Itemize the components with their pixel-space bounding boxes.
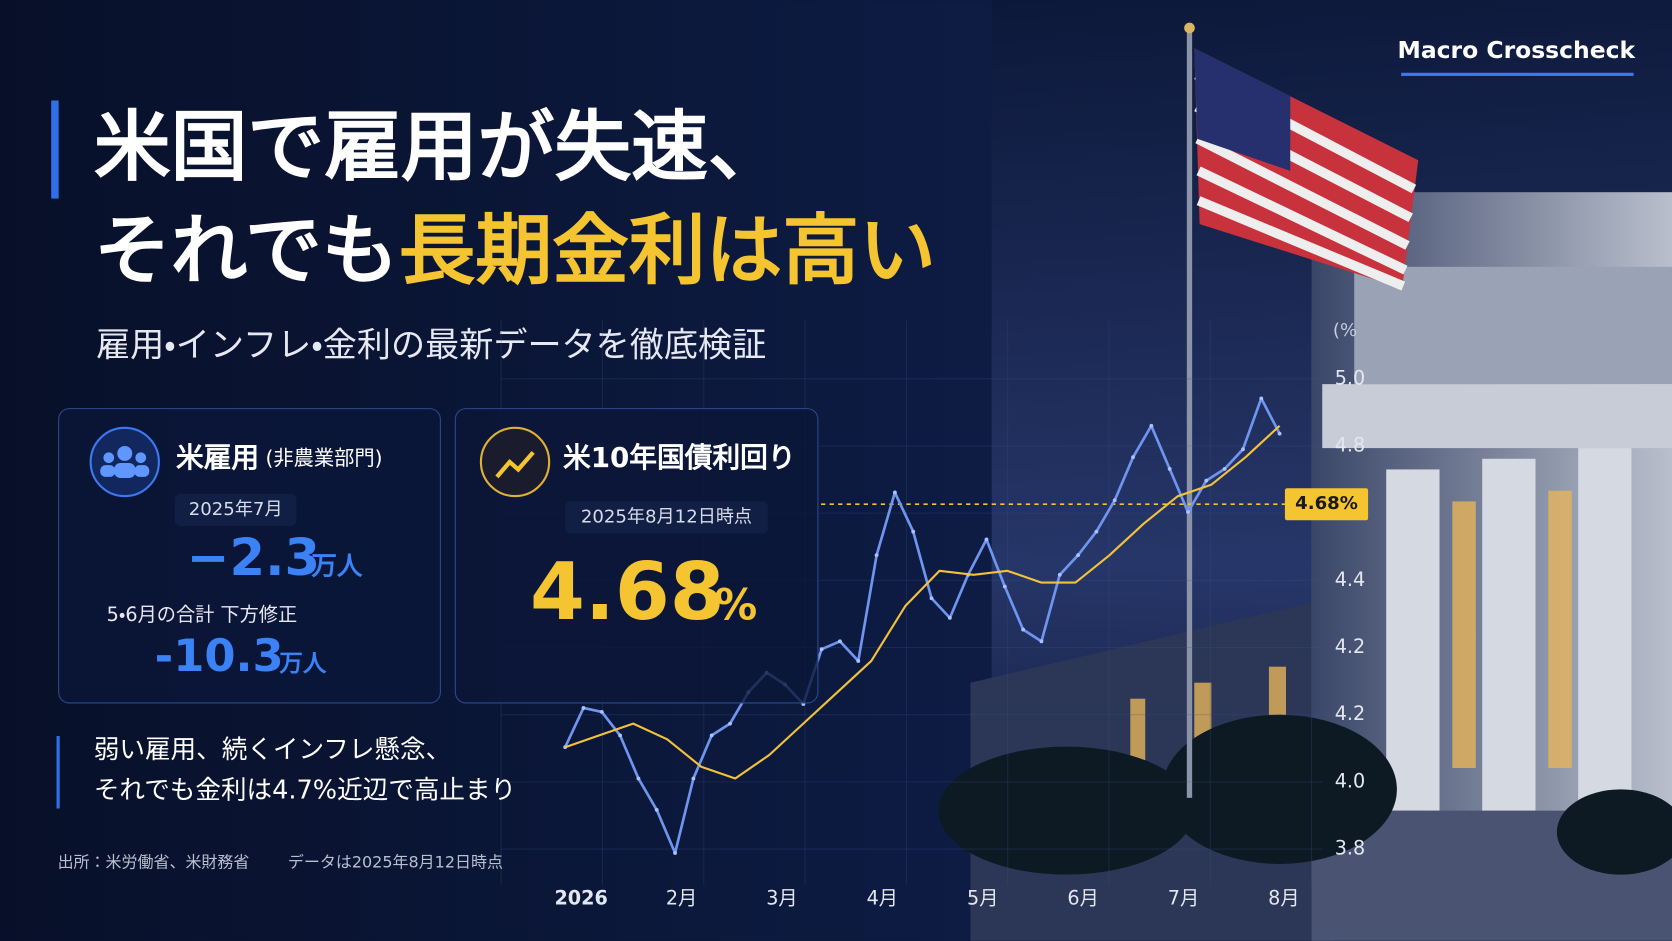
chart: 5.04.84.64.44.24.24.03.8(%20262月3月4月5月6月… [500,320,1369,910]
point [673,851,677,855]
x-tick-label: 2月 [666,887,697,910]
title-bar [51,100,59,199]
brand: Macro Crosscheck [1398,36,1637,64]
card-value: 4.68 [530,546,725,638]
note-bar [56,736,60,809]
point [1167,467,1172,471]
series-line [564,425,1281,780]
point [838,639,842,644]
icon [479,426,551,498]
y-unit: (% [1333,320,1357,341]
source: 出所：米労働省、米財務省 [58,852,250,871]
icon-trend [495,450,535,479]
point [1021,627,1026,632]
point [1186,510,1190,514]
point [1241,447,1245,452]
point [1259,396,1264,401]
x-tick-label: 8月 [1268,887,1299,910]
card-value2: -10.3 [155,629,284,682]
title-part: それでも [94,207,399,296]
source: データは2025年8月12日時点 [288,852,503,871]
card-title-main: 米雇用 [176,441,259,474]
card-yield: 米10年国債利回り 2025年8月12日時点 4.68 % [454,408,819,704]
point [819,647,824,652]
point [654,807,659,812]
series-line [563,397,1281,855]
date-chip [565,501,768,534]
point [618,733,623,738]
y-tick-label: 5.0 [1335,366,1366,389]
point [1277,431,1282,436]
note: 弱い雇用、続くインフレ懸念、 [94,735,451,765]
x-tick-label: 3月 [766,887,797,910]
point [1002,584,1007,589]
point [636,776,641,781]
card [454,408,819,704]
building [938,192,1672,941]
point [856,659,861,663]
date-chip [174,493,297,526]
x-tick-label: 6月 [1067,887,1098,910]
point [1222,467,1227,471]
x-tick-label: 4月 [867,887,898,910]
subtitle: 雇用・インフレ・金利の最新データを徹底検証 [96,325,766,365]
x-tick-label: 5月 [967,887,998,910]
point [728,721,732,726]
y-tick-label: 4.2 [1335,702,1366,725]
point [947,615,952,620]
flag [1184,22,1419,798]
point [1112,498,1117,503]
point [1076,553,1081,558]
reference-chip [1284,488,1369,521]
point [1131,455,1135,460]
card [58,408,441,704]
y-tick-label: 3.8 [1335,837,1366,860]
brand-underline [1401,72,1634,76]
icon-people [100,445,150,478]
card-unit: % [714,581,757,631]
card-value: −2.3 [187,528,321,588]
point [874,553,879,558]
card-title: 米雇用 (非農業部門) [176,441,383,474]
point [929,596,934,601]
y-tick-label: 4.2 [1335,635,1366,658]
point [691,776,696,781]
x-tick-label: 7月 [1168,887,1199,910]
reference-label: 4.68% [1295,493,1358,514]
card-title-note: (非農業部門) [266,445,383,469]
point [709,733,714,738]
y-tick-label: 4.0 [1335,769,1366,792]
x-tick-label: 2026 [554,887,607,910]
point [911,529,916,534]
point [599,709,604,714]
title: それでも長期金利は高い [94,207,936,296]
point [984,537,989,542]
point [1204,478,1209,483]
card-unit2: 万人 [279,649,326,677]
card-date: 2025年7月 [189,499,283,520]
point [581,706,586,710]
note: それでも金利は4.7%近辺で高止まり [94,775,516,805]
card-note: 5・6月の合計 下方修正 [107,603,298,626]
card-unit: 万人 [311,552,363,582]
point [1057,572,1062,577]
point [1039,639,1044,644]
title-highlight: 長期金利は高い [399,207,936,296]
title: 米国で雇用が失速、 [94,104,785,193]
y-tick-label: 4.8 [1335,433,1366,456]
card-title: 米10年国債利回り [563,441,796,474]
card-employment: 米雇用 (非農業部門) 2025年7月 −2.3 万人 5・6月の合計 下方修正 … [58,408,441,704]
icon [89,426,160,498]
point [892,490,897,495]
card-date: 2025年8月12日時点 [581,506,752,527]
point [1094,529,1099,534]
point [1149,423,1154,428]
y-tick-label: 4.4 [1335,568,1366,591]
